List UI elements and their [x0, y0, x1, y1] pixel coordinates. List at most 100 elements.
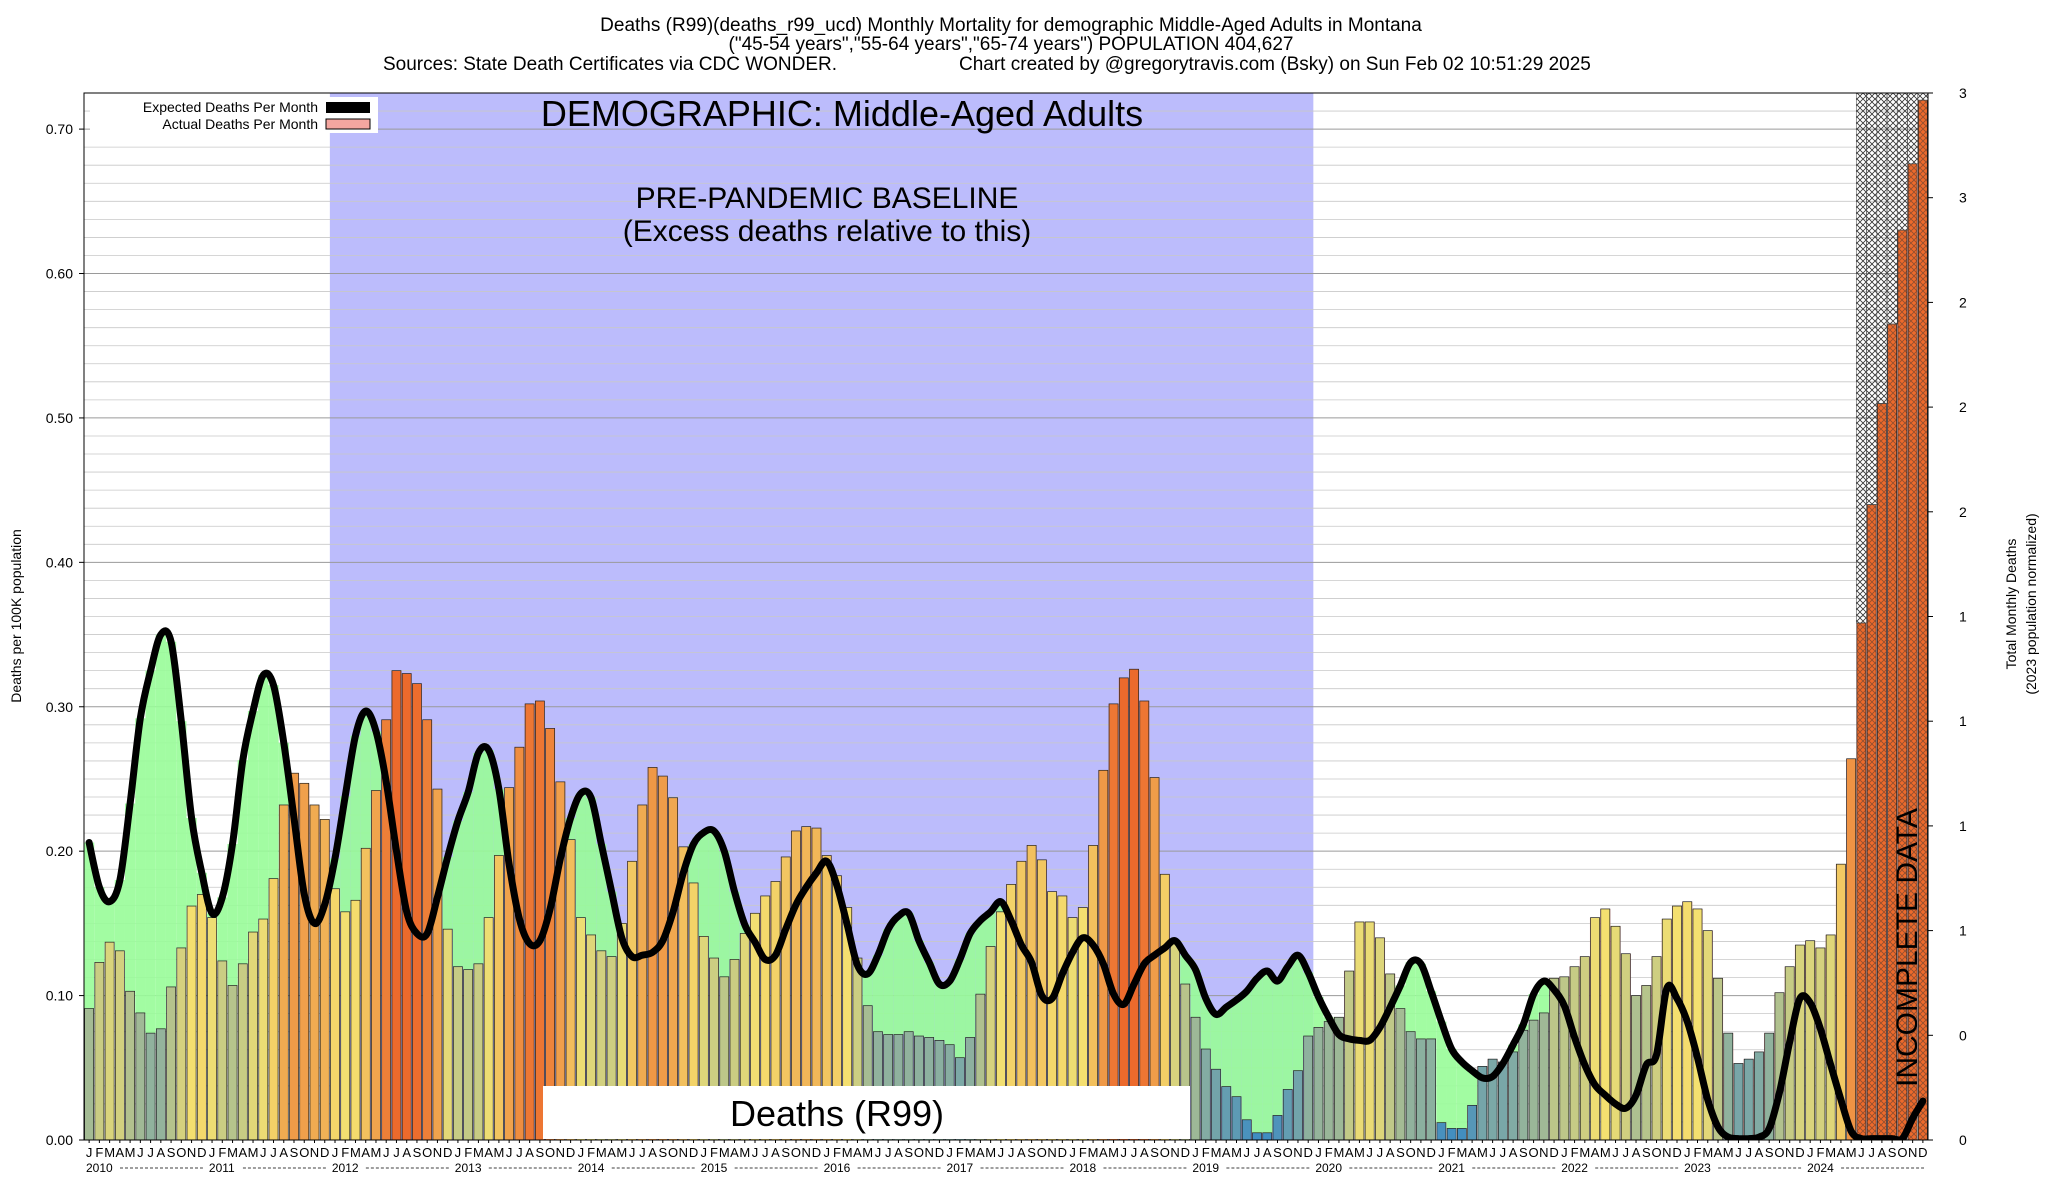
month-label: M	[1600, 1145, 1611, 1160]
month-label: J	[393, 1145, 400, 1160]
actual-bar	[1395, 1008, 1406, 1140]
difference-segment	[1446, 1049, 1457, 1129]
month-label: J	[875, 1145, 882, 1160]
difference-segment	[708, 830, 720, 959]
month-label: N	[924, 1145, 933, 1160]
month-label: M	[842, 1145, 853, 1160]
incomplete-bar-hatch	[1877, 403, 1887, 1140]
month-label: J	[1243, 1145, 1250, 1160]
year-label: 2013	[455, 1161, 482, 1175]
month-label: S	[1150, 1145, 1159, 1160]
actual-bar	[268, 878, 279, 1140]
month-label: S	[413, 1145, 422, 1160]
actual-bar	[1303, 1035, 1314, 1140]
difference-segment	[913, 940, 925, 1037]
difference-segment	[606, 891, 617, 957]
month-label: A	[1263, 1145, 1272, 1160]
actual-bar	[555, 781, 566, 1140]
month-label: J	[1868, 1145, 1875, 1160]
month-label: J	[332, 1145, 339, 1160]
actual-bar	[1364, 921, 1375, 1140]
actual-bar	[1088, 845, 1098, 1140]
actual-bar	[1375, 937, 1385, 1140]
difference-segment	[1467, 1070, 1478, 1106]
month-label: A	[1140, 1145, 1149, 1160]
difference-segment	[237, 760, 248, 964]
actual-bar	[616, 923, 627, 1140]
month-label: S	[536, 1145, 545, 1160]
month-label: A	[238, 1145, 247, 1160]
actual-bar	[494, 855, 504, 1140]
actual-bar	[1457, 1128, 1467, 1140]
month-label: O	[1283, 1145, 1293, 1160]
demographic-label: DEMOGRAPHIC: Middle-Aged Adults	[541, 93, 1143, 134]
actual-bar	[227, 985, 238, 1140]
month-label: J	[1561, 1145, 1568, 1160]
month-label: S	[167, 1145, 176, 1160]
month-label: J	[383, 1145, 390, 1160]
baseline-label: PRE-PANDEMIC BASELINE	[636, 182, 1019, 215]
actual-bar	[1334, 1016, 1344, 1140]
difference-segment	[1251, 978, 1263, 1133]
month-label: M	[1702, 1145, 1713, 1160]
difference-segment	[903, 913, 914, 1032]
month-label: A	[1468, 1145, 1477, 1160]
incomplete-hatch	[1866, 93, 1878, 505]
actual-bar	[1825, 934, 1836, 1140]
difference-segment	[1190, 969, 1201, 1018]
month-label: J	[1807, 1145, 1814, 1160]
y2-axis-label: Total Monthly Deaths	[2003, 539, 2019, 670]
difference-segment	[1313, 997, 1324, 1028]
difference-segment	[729, 891, 740, 960]
y-tick-label: 0.70	[46, 121, 73, 137]
actual-bar	[596, 950, 607, 1140]
difference-segment	[1456, 1062, 1467, 1129]
month-label: D	[1918, 1145, 1927, 1160]
difference-segment	[442, 856, 453, 930]
difference-segment	[1272, 981, 1283, 1116]
y2-tick-label: 2	[1959, 504, 1967, 520]
difference-segment	[1231, 999, 1242, 1097]
month-label: A	[361, 1145, 370, 1160]
year-label: 2011	[209, 1161, 235, 1175]
difference-segment	[585, 797, 597, 935]
actual-bar	[135, 1012, 146, 1140]
actual-bar	[1262, 1132, 1273, 1140]
month-label: M	[493, 1145, 504, 1160]
month-label: D	[1549, 1145, 1558, 1160]
month-label: D	[197, 1145, 206, 1160]
actual-bar	[811, 827, 822, 1140]
month-label: J	[1121, 1145, 1128, 1160]
month-label: F	[1694, 1145, 1702, 1160]
month-label: J	[578, 1145, 585, 1160]
difference-segment	[862, 973, 873, 1006]
actual-bar	[514, 746, 525, 1140]
month-label: A	[1837, 1145, 1846, 1160]
cause-box	[543, 1086, 1190, 1139]
incomplete-hatch	[1886, 93, 1898, 325]
month-label: M	[227, 1145, 238, 1160]
actual-bar	[903, 1031, 914, 1140]
month-label: N	[1785, 1145, 1794, 1160]
year-label: 2015	[701, 1161, 728, 1175]
actual-bar	[709, 957, 719, 1140]
month-label: M	[1231, 1145, 1242, 1160]
month-label: J	[260, 1145, 267, 1160]
month-label: F	[956, 1145, 964, 1160]
month-label: A	[976, 1145, 985, 1160]
month-label: N	[1908, 1145, 1917, 1160]
y2-tick-label: 1	[1959, 818, 1967, 834]
difference-segment	[155, 634, 166, 1029]
actual-bar	[1620, 953, 1631, 1140]
y-tick-label: 0.10	[46, 988, 73, 1004]
month-label: F	[833, 1145, 841, 1160]
difference-segment	[698, 832, 709, 937]
difference-segment	[1538, 981, 1549, 1013]
month-label: O	[1774, 1145, 1784, 1160]
actual-bar	[186, 905, 197, 1140]
month-label: S	[1273, 1145, 1282, 1160]
difference-segment	[924, 962, 935, 1038]
month-label: J	[1366, 1145, 1373, 1160]
month-label: M	[739, 1145, 750, 1160]
